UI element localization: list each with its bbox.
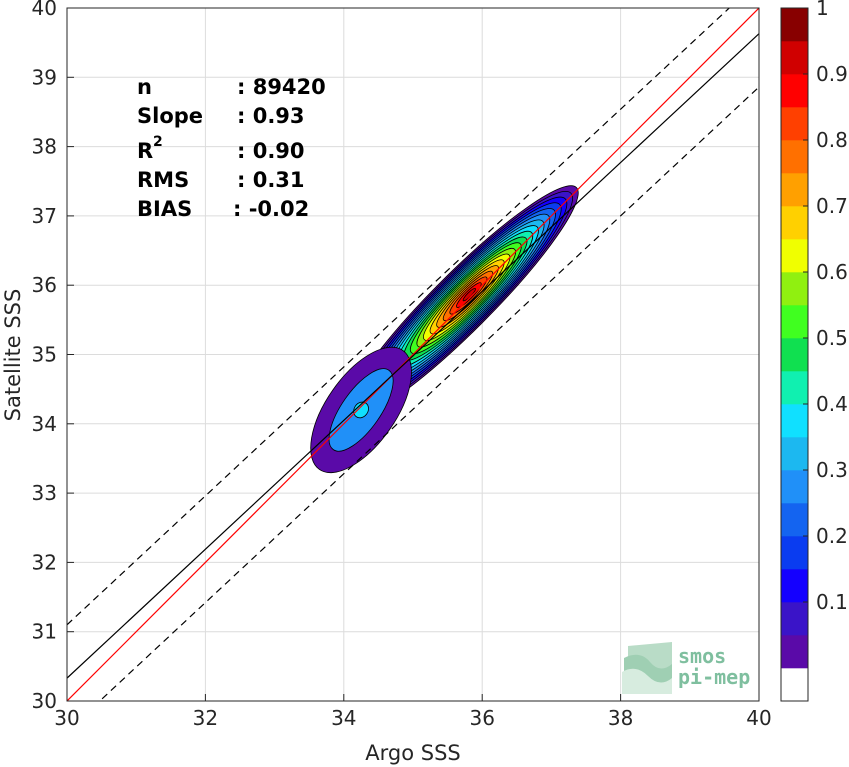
colorbar-ticks: 0.1 0.2 0.3 0.4 0.5 0.6 0.7 0.8 0.9 1 — [803, 0, 848, 614]
colorbar-tick-label: 0.8 — [816, 128, 848, 152]
colorbar-tick-label: 0.1 — [816, 590, 848, 614]
colorbar-tick-label: 0.3 — [816, 458, 848, 482]
colorbar-tick-label: 0.6 — [816, 260, 848, 284]
y-tick-label: 40 — [32, 0, 57, 20]
x-ticks: 30 32 34 36 38 40 — [54, 694, 772, 730]
colorbar-segment — [781, 8, 808, 42]
colorbar-segment — [781, 338, 808, 372]
colorbar-frame — [780, 7, 809, 702]
y-tick-label: 32 — [32, 550, 57, 574]
y-axis-label: Satellite SSS — [1, 289, 25, 422]
stat-label-slope: Slope — [137, 104, 203, 128]
y-tick-label: 30 — [32, 689, 57, 713]
y-tick-label: 39 — [32, 65, 57, 89]
colorbar-segment — [781, 635, 808, 669]
colorbar-tick-label: 0.7 — [816, 194, 848, 218]
colorbar-tick-label: 0.4 — [816, 392, 848, 416]
stat-value-slope: : 0.93 — [237, 104, 305, 128]
stat-label-n: n — [137, 75, 152, 99]
regression-line — [67, 33, 759, 679]
colorbar-segment — [781, 74, 808, 108]
y-tick-label: 37 — [32, 204, 57, 228]
x-tick-label: 34 — [331, 706, 356, 730]
colorbar-segment — [781, 305, 808, 339]
y-tick-label: 33 — [32, 481, 57, 505]
density-contours — [310, 185, 579, 474]
colorbar-segment — [781, 371, 808, 405]
colorbar-segment — [781, 272, 808, 306]
logo-waves-icon — [622, 642, 672, 694]
stat-label-r2: R — [137, 139, 153, 163]
logo-line2: pi-mep — [678, 665, 750, 689]
x-tick-label: 30 — [54, 706, 79, 730]
y-tick-label: 34 — [32, 412, 57, 436]
colorbar-segment — [781, 173, 808, 207]
stat-value-rms: : 0.31 — [237, 168, 305, 192]
colorbar-segment — [781, 602, 808, 636]
y-tick-label: 36 — [32, 273, 57, 297]
identity-line — [67, 8, 759, 701]
density-secondary-lobe — [353, 401, 369, 419]
x-axis-label: Argo SSS — [365, 741, 460, 765]
colorbar-segment — [781, 569, 808, 603]
colorbar-segment — [781, 206, 808, 240]
colorbar-tick-label: 1 — [816, 0, 829, 20]
stat-label-bias: BIAS — [137, 197, 192, 221]
stat-value-r2: : 0.90 — [237, 139, 305, 163]
colorbar-segment — [781, 536, 808, 570]
colorbar-segment — [781, 668, 808, 702]
x-tick-label: 32 — [193, 706, 218, 730]
y-tick-label: 35 — [32, 343, 57, 367]
x-tick-label: 36 — [469, 706, 494, 730]
colorbar-segment — [781, 404, 808, 438]
logo-line1: smos — [678, 644, 726, 668]
colorbar — [780, 7, 809, 702]
x-tick-label: 38 — [608, 706, 633, 730]
fit-lines — [67, 8, 759, 701]
y-ticks: 30 31 32 33 34 35 36 37 38 39 40 — [32, 0, 74, 713]
colorbar-segment — [781, 503, 808, 537]
colorbar-segment — [781, 41, 808, 75]
colorbar-tick-label: 0.2 — [816, 524, 848, 548]
grid-lines — [66, 7, 760, 702]
colorbar-segment — [781, 470, 808, 504]
colorbar-segment — [781, 437, 808, 471]
colorbar-segment — [781, 107, 808, 141]
colorbar-segment — [781, 239, 808, 273]
x-tick-label: 40 — [746, 706, 771, 730]
colorbar-segment — [781, 140, 808, 174]
y-tick-label: 31 — [32, 620, 57, 644]
stats-box: n : 89420 Slope : 0.93 R 2 : 0.90 RMS : … — [137, 75, 326, 221]
stat-value-bias: : -0.02 — [233, 197, 309, 221]
stat-value-n: : 89420 — [237, 75, 326, 99]
regression-plus-offset-line — [67, 8, 731, 626]
colorbar-tick-label: 0.5 — [816, 326, 848, 350]
stat-label-r2-sup: 2 — [153, 134, 163, 150]
stat-label-rms: RMS — [137, 168, 189, 192]
y-tick-label: 38 — [32, 135, 57, 159]
regression-minus-offset-line — [98, 86, 759, 701]
colorbar-tick-label: 0.9 — [816, 62, 848, 86]
smos-pi-mep-logo: smos pi-mep — [622, 642, 750, 694]
